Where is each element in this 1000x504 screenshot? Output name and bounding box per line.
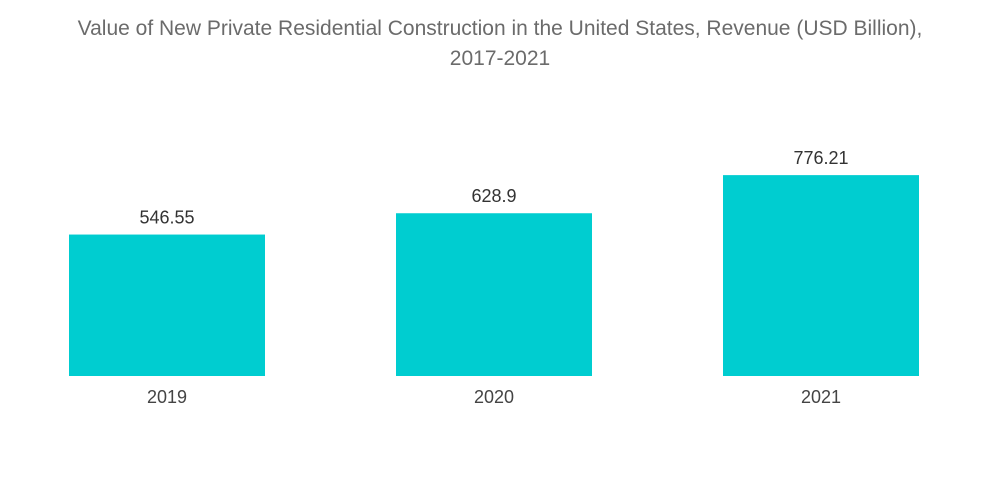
chart-title-line-1: Value of New Private Residential Constru… <box>77 17 923 40</box>
bar-2019 <box>69 234 265 376</box>
value-label-2019: 546.55 <box>139 208 194 228</box>
bar-2021 <box>723 175 919 376</box>
chart-title: Value of New Private Residential Constru… <box>0 14 1000 74</box>
value-label-2020: 628.9 <box>471 186 516 206</box>
x-tick-label-2019: 2019 <box>147 387 187 407</box>
x-tick-label-2020: 2020 <box>474 387 514 407</box>
bar-2020 <box>396 213 592 376</box>
chart-title-line-2: 2017-2021 <box>449 47 551 70</box>
x-tick-label-2021: 2021 <box>801 387 841 407</box>
value-label-2021: 776.21 <box>793 148 848 168</box>
